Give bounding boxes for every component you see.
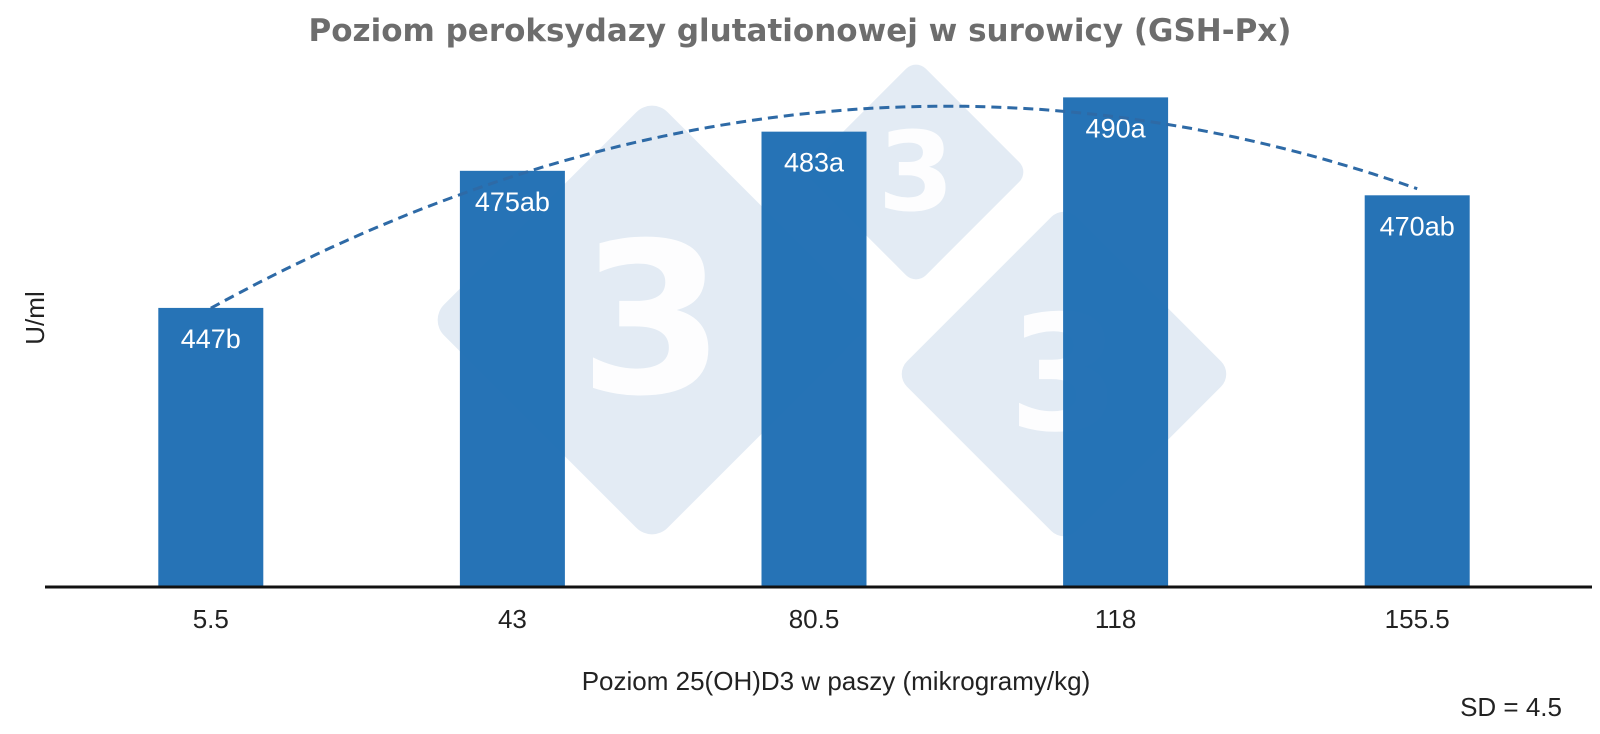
x-tick-label-1: 5.5 xyxy=(193,604,229,634)
data-label-2: 475ab xyxy=(475,187,550,217)
data-label-4: 490a xyxy=(1086,113,1147,143)
bar-4 xyxy=(1063,97,1169,588)
x-tick-label-4: 118 xyxy=(1095,604,1136,634)
bar-1 xyxy=(158,307,264,587)
trendline xyxy=(210,104,1418,310)
data-label-1: 447b xyxy=(181,324,241,354)
x-tick-label-5: 155.5 xyxy=(1385,604,1450,634)
y-axis-label: U/ml xyxy=(20,291,50,344)
x-tick-label-2: 43 xyxy=(498,604,527,634)
x-tick-label-3: 80.5 xyxy=(789,604,840,634)
sd-annotation: SD = 4.5 xyxy=(1460,692,1562,722)
bar-2 xyxy=(459,170,565,588)
data-label-3: 483a xyxy=(784,148,845,178)
bar-3 xyxy=(761,131,867,587)
svg-text:3: 3 xyxy=(579,198,725,443)
svg-text:3: 3 xyxy=(878,108,955,236)
x-axis-label: Poziom 25(OH)D3 w paszy (mikrogramy/kg) xyxy=(582,666,1091,696)
bars-group: 447b 475ab 483a 490a 470ab xyxy=(158,97,1470,588)
x-tick-labels: 5.5 43 80.5 118 155.5 xyxy=(193,604,1450,634)
chart-title: Poziom peroksydazy glutationowej w surow… xyxy=(309,13,1292,49)
bar-5 xyxy=(1364,195,1470,587)
data-label-5: 470ab xyxy=(1380,211,1455,241)
